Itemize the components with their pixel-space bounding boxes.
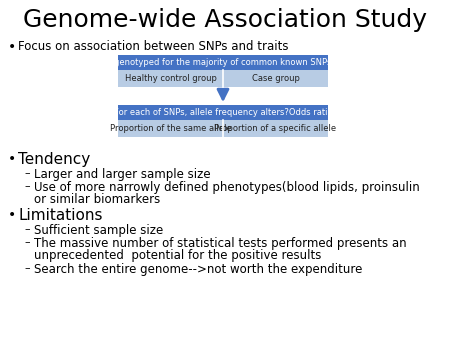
Text: Healthy control group: Healthy control group [125, 74, 216, 83]
Text: Proportion of the same allele: Proportion of the same allele [110, 124, 231, 133]
Text: Case group: Case group [252, 74, 299, 83]
Text: genotyped for the majority of common known SNPs: genotyped for the majority of common kno… [114, 58, 332, 67]
Text: –: – [24, 224, 30, 234]
Text: Tendency: Tendency [18, 152, 90, 167]
Text: Genome-wide Association Study: Genome-wide Association Study [23, 8, 427, 32]
Text: Proportion of a specific allele: Proportion of a specific allele [215, 124, 337, 133]
Text: –: – [24, 168, 30, 178]
Text: •: • [8, 40, 16, 54]
Text: Sufficient sample size: Sufficient sample size [34, 224, 163, 237]
Text: unprecedented  potential for the positive results: unprecedented potential for the positive… [34, 249, 321, 262]
Text: –: – [24, 237, 30, 247]
Text: Limitations: Limitations [18, 208, 103, 223]
FancyBboxPatch shape [118, 55, 328, 70]
Text: Use of more narrowly defined phenotypes(blood lipids, proinsulin: Use of more narrowly defined phenotypes(… [34, 181, 420, 194]
Text: or similar biomarkers: or similar biomarkers [34, 193, 160, 206]
Text: Focus on association between SNPs and traits: Focus on association between SNPs and tr… [18, 40, 288, 53]
FancyBboxPatch shape [118, 120, 328, 137]
FancyBboxPatch shape [118, 105, 328, 120]
Text: For each of SNPs, allele frequency alters?Odds ratio: For each of SNPs, allele frequency alter… [114, 108, 332, 117]
Text: Larger and larger sample size: Larger and larger sample size [34, 168, 211, 181]
FancyBboxPatch shape [118, 70, 328, 87]
Text: •: • [8, 152, 16, 166]
Text: •: • [8, 208, 16, 222]
Text: Search the entire genome-->not worth the expenditure: Search the entire genome-->not worth the… [34, 263, 362, 276]
Text: –: – [24, 263, 30, 273]
Text: The massive number of statistical tests performed presents an: The massive number of statistical tests … [34, 237, 407, 250]
Text: –: – [24, 181, 30, 191]
